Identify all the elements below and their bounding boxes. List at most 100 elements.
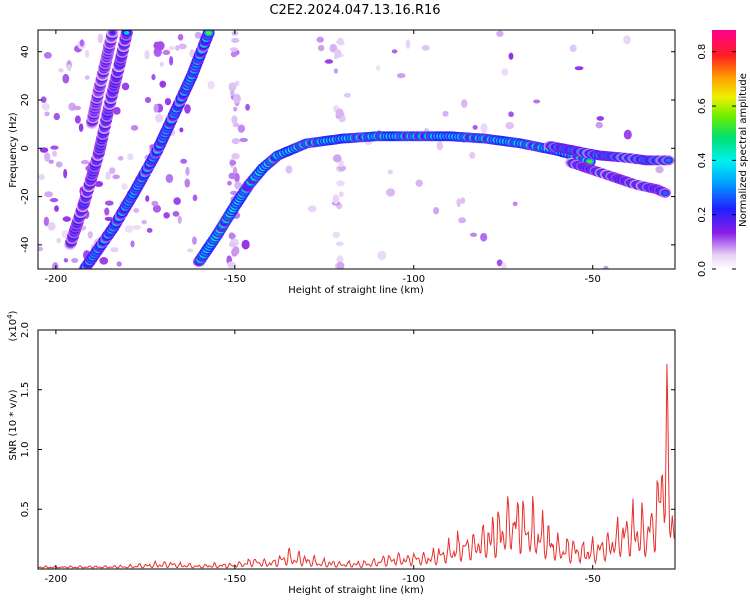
heatmap-speckle (151, 200, 159, 207)
snr-y-ticks: 0.5 1.0 1.5 2.0 (20, 322, 675, 517)
x-tick-label: -50 (585, 574, 601, 585)
heatmap-ridge-core (662, 190, 668, 195)
heatmap-speckle (391, 49, 398, 54)
heatmap-speckle (233, 106, 238, 112)
heatmap-speckle (104, 207, 110, 216)
x-tick-label: -100 (402, 274, 425, 285)
heatmap-speckle (74, 115, 81, 124)
x-tick-label: -150 (223, 574, 246, 585)
heatmap-speckle (386, 188, 396, 197)
heatmap-speckle (231, 138, 240, 145)
heatmap-speckle (307, 205, 317, 213)
colorbar-tick-label: 0.2 (697, 207, 708, 223)
heatmap-speckle (44, 191, 54, 198)
heatmap-speckle (469, 232, 478, 237)
heatmap-speckle (603, 265, 609, 269)
snr-x-ticks: -200 -150 -100 -50 (45, 330, 601, 585)
heatmap-speckle (62, 73, 70, 84)
y-tick-label: 40 (20, 45, 31, 58)
heatmap-speckle (187, 248, 194, 253)
heatmap-speckle (47, 221, 56, 231)
heatmap-speckle (104, 216, 113, 221)
snr-frame (37, 329, 676, 570)
figure-title: C2E2.2024.047.13.16.R16 (269, 3, 440, 18)
heatmap-speckle (192, 194, 198, 202)
heatmap-speckle (151, 73, 156, 81)
heatmap-speckle (185, 166, 190, 176)
spectrogram-heatmap (38, 30, 675, 269)
heatmap-speckle (496, 259, 503, 267)
y-tick-label: 2.0 (20, 322, 31, 338)
y-tick-label: -20 (20, 188, 31, 204)
heatmap-speckle (324, 59, 334, 64)
heatmap-speckle (574, 66, 584, 71)
heatmap-speckle (501, 68, 509, 76)
heatmap-speckle (228, 82, 237, 91)
heatmap-speckle (109, 167, 116, 175)
heatmap-speckle (153, 103, 159, 113)
heatmap-speckle (415, 179, 423, 187)
snr-y-label: SNR (10 * v/v) (8, 389, 19, 460)
spectrogram-y-label: Frequency (Hz) (8, 112, 19, 188)
heatmap-speckle (230, 190, 238, 196)
heatmap-speckle (456, 198, 462, 208)
heatmap-speckle (58, 68, 64, 73)
heatmap-speckle (48, 159, 54, 164)
heatmap-speckle (533, 99, 541, 104)
colorbar-tick-label: 0.4 (697, 152, 708, 168)
heatmap-speckle (505, 121, 515, 130)
y-tick-label: -40 (20, 237, 31, 253)
heatmap-speckle (168, 45, 175, 51)
heatmap-speckle (335, 241, 344, 246)
heatmap-speckle (178, 43, 187, 50)
heatmap-speckle (229, 159, 237, 166)
heatmap-speckle (228, 232, 235, 240)
heatmap-speckle (333, 68, 338, 74)
colorbar-tick-label: 0.0 (697, 261, 708, 277)
heatmap-speckle (162, 49, 171, 55)
heatmap-speckle (121, 82, 130, 91)
heatmap-speckle (461, 99, 468, 108)
heatmap-speckle (338, 191, 344, 198)
spectrogram-x-label: Height of straight line (km) (288, 285, 424, 296)
heatmap-speckle (234, 181, 242, 190)
heatmap-speckle (163, 212, 170, 219)
heatmap-speckle (332, 154, 342, 163)
heatmap-speckle (52, 262, 59, 269)
heatmap-speckle (55, 161, 63, 168)
heatmap-speckle (227, 261, 236, 269)
heatmap-speckle (377, 250, 387, 261)
heatmap-speckle (130, 125, 139, 131)
heatmap-speckle (231, 115, 238, 124)
heatmap-speckle (38, 246, 44, 252)
heatmap-speckle (387, 169, 393, 175)
heatmap-speckle (227, 180, 232, 186)
heatmap-speckle (104, 200, 114, 206)
x-tick-label: -150 (223, 274, 246, 285)
heatmap-ridge-core (109, 30, 116, 35)
heatmap-speckle (241, 239, 250, 250)
heatmap-speckle (232, 246, 240, 255)
heatmap-speckle (121, 183, 128, 191)
heatmap-speckle (71, 258, 79, 263)
heatmap-speckle (512, 201, 518, 207)
heatmap-speckle (332, 231, 340, 238)
x-tick-label: -50 (585, 274, 601, 285)
heatmap-speckle (343, 92, 351, 98)
colorbar: 0.0 0.2 0.4 0.6 0.8 Normalized spectral ampl… (697, 30, 749, 277)
heatmap-speckle (207, 80, 215, 90)
heatmap-speckle (173, 197, 181, 205)
x-tick-label: -200 (45, 574, 68, 585)
heatmap-speckle (194, 31, 202, 39)
heatmap-speckle (43, 52, 52, 59)
heatmap-speckle (233, 93, 241, 104)
heatmap-speckle (228, 241, 236, 248)
heatmap-speckle (85, 49, 90, 58)
heatmap-speckle (496, 30, 504, 38)
heatmap-speckle (231, 37, 240, 43)
heatmap-speckle (436, 141, 443, 151)
heatmap-speckle (155, 113, 164, 123)
heatmap-speckle (237, 124, 246, 133)
heatmap-speckle (179, 127, 184, 133)
heatmap-speckle (569, 44, 577, 53)
